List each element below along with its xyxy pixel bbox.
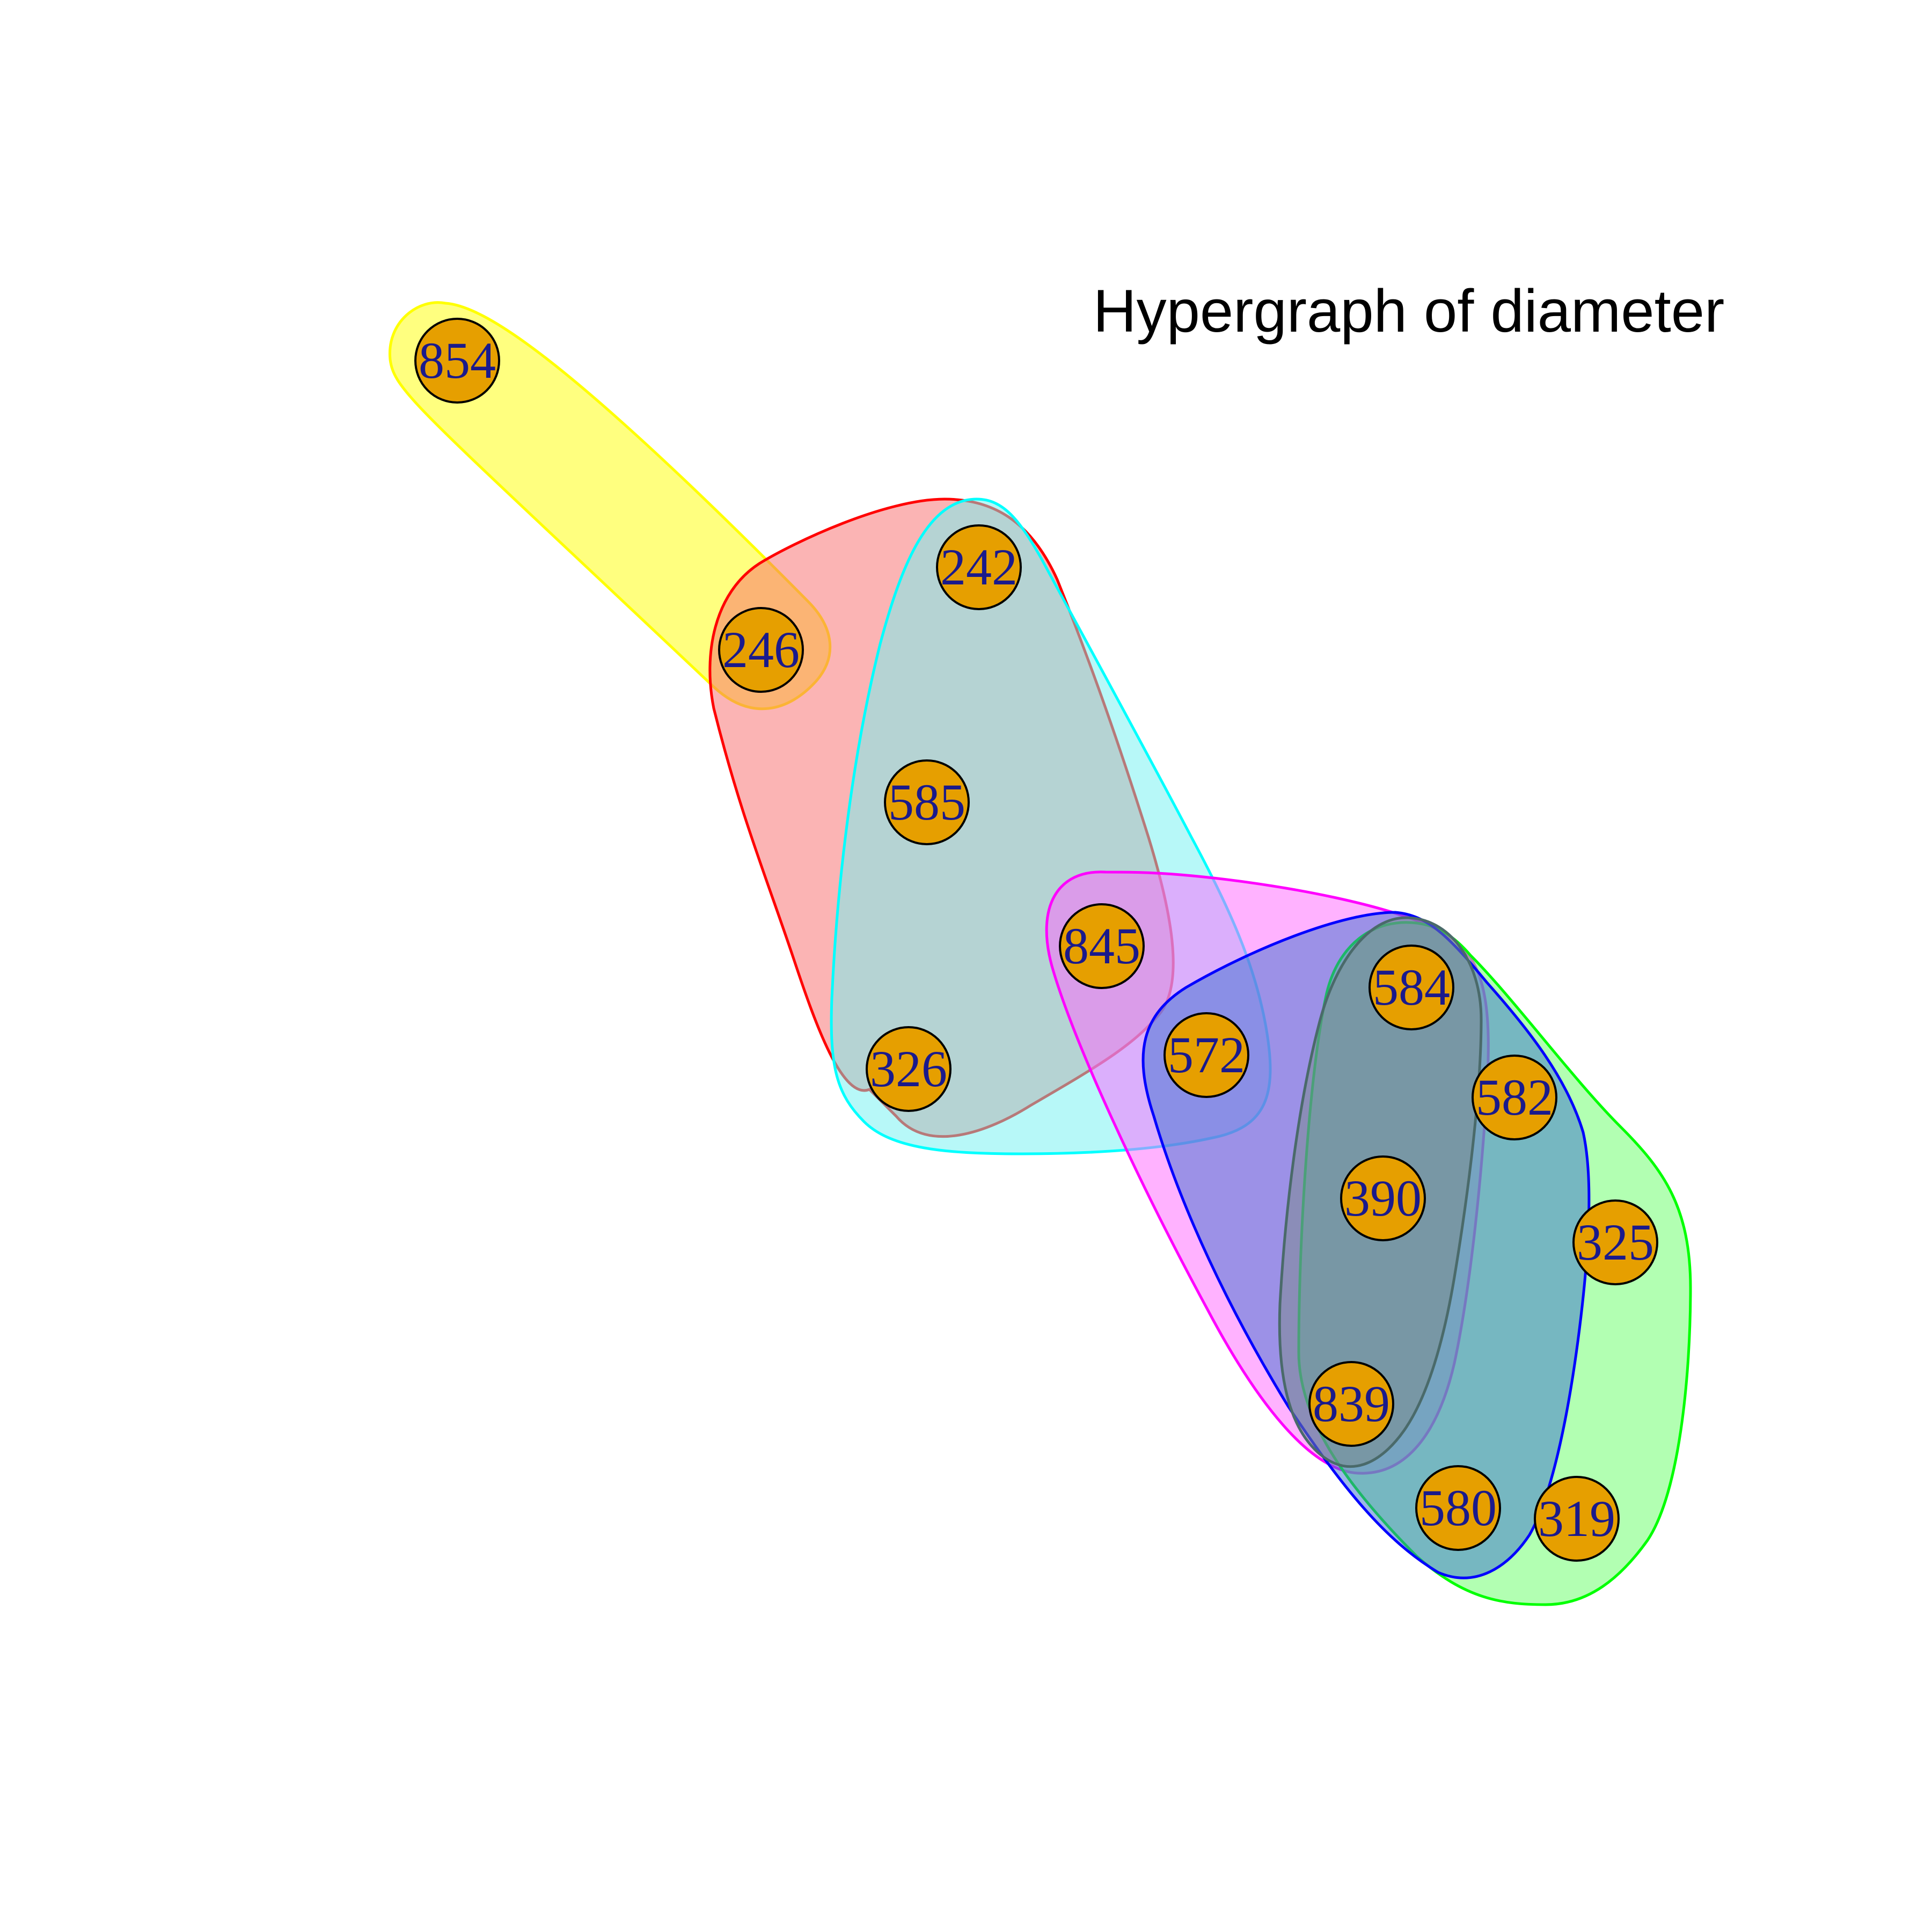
node-circle [1368,945,1454,1030]
diagram-title: Hypergraph of diameter [1093,277,1725,345]
node-242: 242 [936,524,1022,610]
node-label: 585 [888,773,965,831]
node-circle [1572,1199,1658,1285]
node-circle [1059,903,1145,989]
node-circle [1163,1012,1249,1098]
hyperedges-layer [388,301,1692,1606]
node-325: 325 [1572,1199,1658,1285]
node-circle [414,318,500,404]
nodes-layer: 854 246 242 585 845 326 572 584 582 390 325 839 580 3… [414,318,1658,1562]
node-circle [1340,1155,1426,1241]
node-582: 582 [1472,1055,1557,1140]
node-label: 325 [1577,1213,1654,1271]
node-circle [884,759,970,845]
node-572: 572 [1163,1012,1249,1098]
node-circle [718,607,804,693]
node-circle [1415,1465,1501,1551]
node-580: 580 [1415,1465,1501,1551]
node-326: 326 [866,1026,952,1112]
node-circle [1472,1055,1557,1140]
node-839: 839 [1308,1361,1394,1447]
node-label: 854 [419,332,496,389]
node-label: 845 [1063,917,1140,975]
node-circle [866,1026,952,1112]
node-390: 390 [1340,1155,1426,1241]
node-585: 585 [884,759,970,845]
node-319: 319 [1534,1476,1620,1562]
node-label: 580 [1419,1479,1497,1536]
node-845: 845 [1059,903,1145,989]
node-label: 582 [1476,1069,1553,1126]
node-label: 326 [870,1040,947,1097]
node-label: 572 [1168,1026,1245,1084]
node-label: 242 [940,538,1018,596]
node-circle [1308,1361,1394,1447]
node-circle [936,524,1022,610]
node-label: 839 [1313,1375,1390,1432]
node-label: 390 [1344,1169,1422,1227]
node-246: 246 [718,607,804,693]
node-854: 854 [414,318,500,404]
node-label: 584 [1373,958,1450,1016]
node-584: 584 [1368,945,1454,1030]
node-label: 319 [1538,1490,1615,1547]
node-circle [1534,1476,1620,1562]
node-label: 246 [722,621,800,678]
